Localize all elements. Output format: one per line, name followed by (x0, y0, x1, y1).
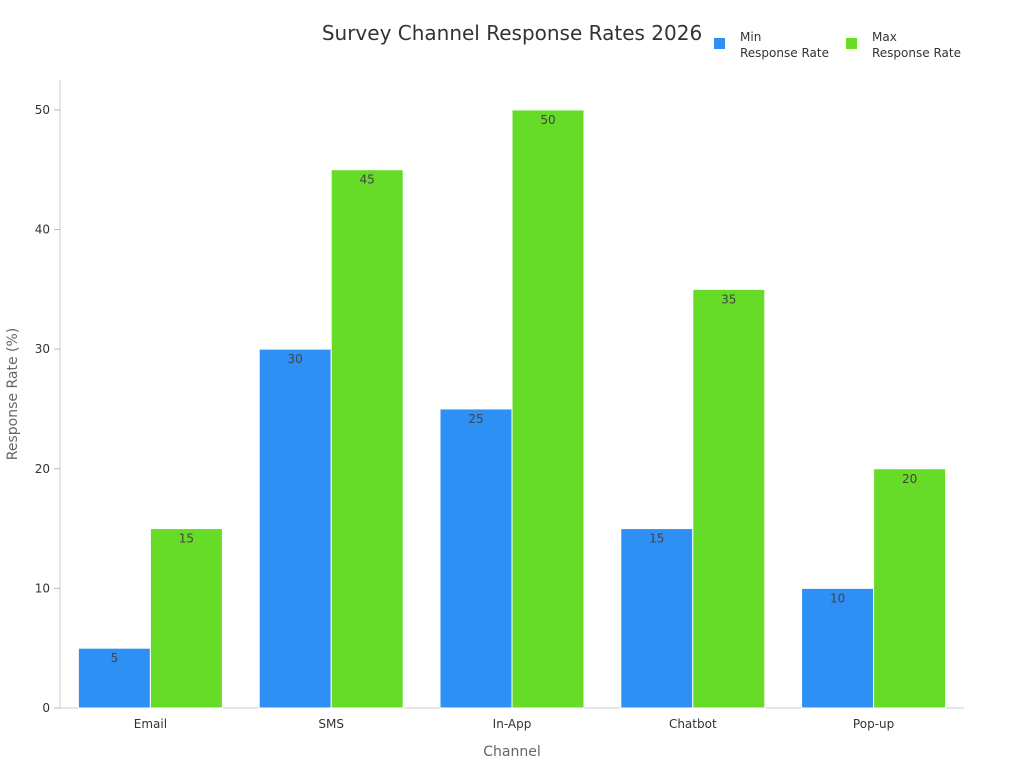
data-label-sms-min: 30 (288, 352, 303, 366)
legend-label-min: Min (740, 30, 761, 44)
x-tick-label-email: Email (134, 717, 167, 731)
data-label-sms-max: 45 (360, 173, 375, 187)
y-axis-title: Response Rate (%) (5, 328, 21, 460)
data-label-email-max: 15 (179, 532, 194, 546)
bar-in-app-min (439, 408, 513, 709)
data-labels: 5 15 30 45 25 50 15 35 10 20 (111, 113, 918, 665)
x-axis: Email SMS In-App Chatbot Pop-up (60, 707, 964, 731)
bar-pop-up-min (801, 587, 875, 709)
legend-label-min: Response Rate (740, 46, 829, 60)
bar-pop-up-max (873, 468, 947, 709)
y-tick-label: 40 (35, 223, 50, 237)
bar-chatbot-max (692, 288, 766, 709)
y-tick-label: 20 (35, 462, 50, 476)
y-axis: 0 10 20 30 40 50 (35, 80, 61, 715)
data-label-chatbot-max: 35 (721, 292, 736, 306)
bar-in-app-max (511, 109, 585, 709)
x-tick-label-chatbot: Chatbot (669, 717, 717, 731)
legend-label-max: Response Rate (872, 46, 961, 60)
data-label-chatbot-min: 15 (649, 532, 664, 546)
data-label-in-app-min: 25 (468, 412, 483, 426)
x-tick-label-sms: SMS (318, 717, 344, 731)
legend: Min Response Rate Max Response Rate (714, 30, 961, 60)
bar-sms-min (258, 348, 332, 709)
bar-sms-max (330, 169, 404, 709)
y-tick-label: 0 (42, 701, 50, 715)
chart-title: Survey Channel Response Rates 2026 (322, 21, 702, 45)
data-label-pop-up-max: 20 (902, 472, 917, 486)
bars (77, 109, 947, 709)
data-label-email-min: 5 (111, 651, 119, 665)
bar-email-min (77, 647, 151, 709)
y-tick-label: 30 (35, 342, 50, 356)
x-axis-title: Channel (483, 744, 540, 760)
legend-swatch-min (714, 38, 725, 49)
y-tick-label: 50 (35, 103, 50, 117)
legend-swatch-max (846, 38, 857, 49)
data-label-pop-up-min: 10 (830, 591, 845, 605)
bar-chatbot-min (620, 528, 694, 709)
y-tick-label: 10 (35, 581, 50, 595)
bar-email-max (149, 528, 223, 709)
x-tick-label-pop-up: Pop-up (853, 717, 894, 731)
x-tick-label-in-app: In-App (493, 717, 532, 731)
data-label-in-app-max: 50 (540, 113, 555, 127)
legend-label-max: Max (872, 30, 897, 44)
